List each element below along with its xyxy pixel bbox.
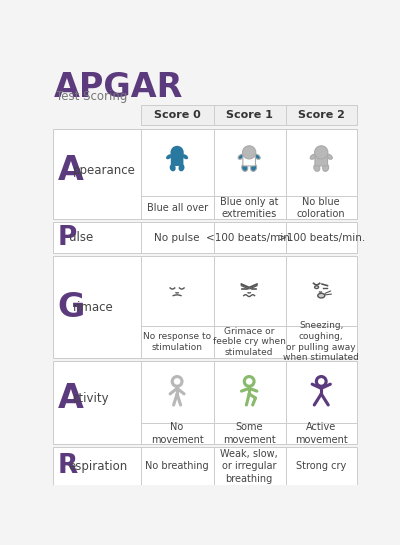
Text: Score 1: Score 1 xyxy=(226,111,273,120)
Ellipse shape xyxy=(254,154,260,159)
Text: A: A xyxy=(58,154,84,186)
Ellipse shape xyxy=(318,293,325,298)
Text: <100 beats/min.: <100 beats/min. xyxy=(206,233,293,243)
Ellipse shape xyxy=(314,164,320,171)
FancyBboxPatch shape xyxy=(171,153,184,166)
Text: Score 0: Score 0 xyxy=(154,111,200,120)
Text: No breathing: No breathing xyxy=(145,461,209,471)
Ellipse shape xyxy=(326,154,332,159)
Bar xyxy=(53,222,357,253)
Ellipse shape xyxy=(178,164,184,171)
Circle shape xyxy=(315,146,328,159)
Text: No
movement: No movement xyxy=(151,422,204,445)
Ellipse shape xyxy=(238,154,244,159)
Text: Blue all over: Blue all over xyxy=(146,203,208,213)
Text: >100 beats/min.: >100 beats/min. xyxy=(278,233,365,243)
Text: R: R xyxy=(58,453,78,479)
Text: Blue only at
extremities: Blue only at extremities xyxy=(220,197,278,219)
Ellipse shape xyxy=(310,154,316,159)
Ellipse shape xyxy=(166,154,172,159)
Text: A: A xyxy=(58,382,84,415)
Text: Grimace or
feeble cry when
stimulated: Grimace or feeble cry when stimulated xyxy=(213,326,286,357)
Bar xyxy=(53,361,357,444)
Text: P: P xyxy=(58,225,77,251)
Text: ulse: ulse xyxy=(69,232,93,244)
Text: No pulse: No pulse xyxy=(154,233,200,243)
Bar xyxy=(53,447,357,485)
Text: Strong cry: Strong cry xyxy=(296,461,346,471)
Text: Test Scoring: Test Scoring xyxy=(56,90,128,103)
Text: No blue
coloration: No blue coloration xyxy=(297,197,346,219)
Circle shape xyxy=(242,146,256,159)
Ellipse shape xyxy=(170,164,176,171)
Text: espiration: espiration xyxy=(69,459,128,473)
Text: ppearance: ppearance xyxy=(72,164,135,177)
Text: ctivity: ctivity xyxy=(72,392,109,405)
Ellipse shape xyxy=(250,164,256,171)
Text: APGAR: APGAR xyxy=(54,71,183,104)
Text: No response to
stimulation: No response to stimulation xyxy=(143,332,211,352)
FancyBboxPatch shape xyxy=(315,153,328,166)
Text: Some
movement: Some movement xyxy=(223,422,276,445)
Bar xyxy=(53,129,357,220)
Ellipse shape xyxy=(315,286,318,288)
Text: Score 2: Score 2 xyxy=(298,111,345,120)
Text: Sneezing,
coughing,
or pulling away
when stimulated: Sneezing, coughing, or pulling away when… xyxy=(283,321,359,362)
Bar xyxy=(142,105,357,125)
Text: Active
movement: Active movement xyxy=(295,422,348,445)
Text: G: G xyxy=(58,290,85,324)
Ellipse shape xyxy=(323,164,329,171)
Circle shape xyxy=(170,146,184,159)
Ellipse shape xyxy=(182,154,188,159)
Bar xyxy=(53,256,357,358)
Text: Weak, slow,
or irregular
breathing: Weak, slow, or irregular breathing xyxy=(220,449,278,483)
FancyBboxPatch shape xyxy=(243,153,256,166)
Text: rimace: rimace xyxy=(73,301,114,314)
Ellipse shape xyxy=(242,164,248,171)
